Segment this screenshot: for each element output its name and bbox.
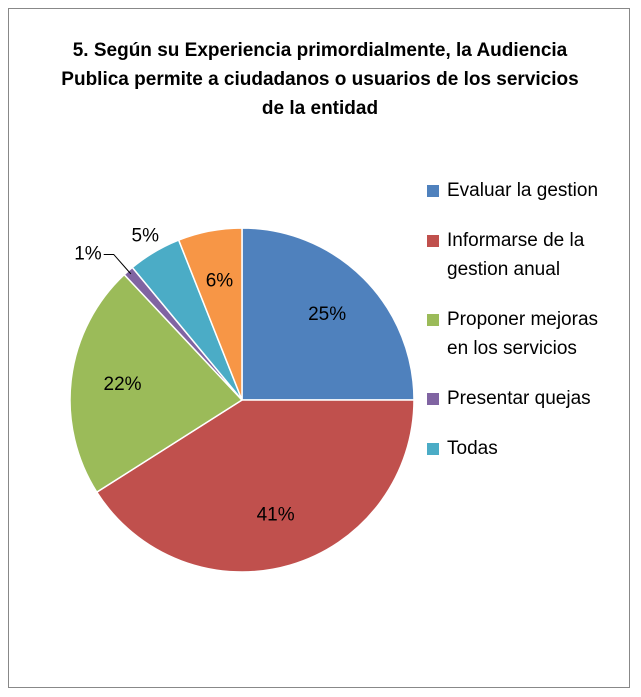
data-label: 41%	[257, 505, 295, 526]
legend-item: Todas	[427, 434, 622, 463]
data-label: 1%	[74, 243, 102, 264]
legend-swatch	[427, 314, 439, 326]
data-label: 25%	[308, 304, 346, 325]
data-label: 22%	[104, 374, 142, 395]
legend-item: Presentar quejas	[427, 384, 622, 413]
legend: Evaluar la gestion Informarse de la gesti…	[427, 176, 622, 484]
legend-label: Todas	[447, 438, 498, 459]
legend-swatch	[427, 443, 439, 455]
data-label: 5%	[132, 225, 160, 246]
pie-slice	[177, 227, 243, 401]
data-label: 6%	[206, 271, 234, 292]
legend-swatch	[427, 235, 439, 247]
legend-item: Proponer mejoras en los servicios	[427, 305, 622, 363]
legend-label: Proponer mejoras en los servicios	[447, 309, 599, 359]
pie-slice	[241, 227, 415, 401]
legend-label: Presentar quejas	[447, 388, 591, 409]
chart-frame	[8, 8, 630, 688]
chart-title: 5. Según su Experiencia primordialmente,…	[61, 40, 579, 119]
legend-label: Informarse de la gestion anual	[447, 230, 585, 280]
legend-swatch	[427, 393, 439, 405]
legend-item: Evaluar la gestion	[427, 176, 622, 205]
pie-slice	[95, 399, 415, 573]
legend-swatch	[427, 185, 439, 197]
legend-label: Evaluar la gestion	[447, 180, 599, 201]
legend-item: Informarse de la gestion anual	[427, 226, 622, 284]
pie-slice	[69, 273, 244, 494]
leader-line	[103, 253, 132, 275]
